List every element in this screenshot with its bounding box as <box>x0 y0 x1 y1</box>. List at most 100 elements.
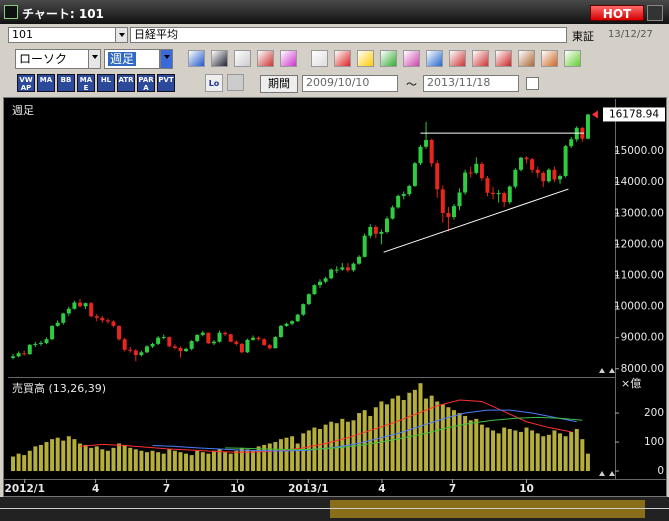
code-dropdown[interactable] <box>115 27 128 43</box>
name-field: 日経平均 <box>130 27 567 43</box>
tool-icon[interactable] <box>380 50 397 67</box>
candle-body <box>401 194 406 196</box>
candle-body <box>50 325 55 340</box>
candle-body <box>396 195 401 208</box>
volume-bar <box>223 452 228 472</box>
x-tick-label: 10 <box>519 483 534 495</box>
volume-bar <box>558 433 563 472</box>
volume-bar <box>580 439 585 472</box>
candle-body <box>485 178 490 193</box>
volume-bar <box>424 398 429 472</box>
volume-bar <box>161 453 166 472</box>
period-dropdown[interactable] <box>160 49 173 69</box>
candle-body <box>22 353 27 355</box>
candle-body <box>122 339 127 350</box>
tool-icon[interactable] <box>211 50 228 67</box>
candle-body <box>284 323 289 326</box>
indicator-button[interactable]: ATR <box>117 74 135 92</box>
tool-icon[interactable] <box>234 50 251 67</box>
volume-bar <box>357 413 362 472</box>
period-select[interactable]: 週足 <box>104 49 160 69</box>
volume-bar <box>457 413 462 472</box>
candle-body <box>273 337 278 349</box>
volume-bar <box>518 431 523 472</box>
volume-bar <box>290 436 295 472</box>
tool-icon[interactable] <box>188 50 205 67</box>
tool-icon[interactable] <box>227 74 244 91</box>
code-input[interactable]: 101 <box>8 27 116 43</box>
tool-icon[interactable] <box>334 50 351 67</box>
tool-icon[interactable] <box>541 50 558 67</box>
candle-body <box>117 325 122 340</box>
from-date[interactable]: 2009/10/10 <box>302 75 398 92</box>
candle-body <box>518 157 523 170</box>
candle-body <box>357 256 362 264</box>
candle-body <box>78 302 83 307</box>
tool-icon[interactable] <box>426 50 443 67</box>
indicator-button[interactable]: BB <box>57 74 75 92</box>
volume-bar <box>446 407 451 472</box>
tool-icon[interactable] <box>449 50 466 67</box>
candle-body <box>502 193 507 203</box>
indicator-button[interactable]: VWAP <box>17 74 35 92</box>
moving-average <box>152 409 577 452</box>
scroll-marker <box>599 368 615 373</box>
volume-bar <box>418 383 423 472</box>
indicator-button[interactable]: HL <box>97 74 115 92</box>
hot-button[interactable]: HOT <box>590 5 644 21</box>
indicator-button[interactable]: PARA <box>137 74 155 92</box>
candle-body <box>585 114 590 139</box>
window-title: チャート: 101 <box>22 7 104 21</box>
log-button[interactable]: Log <box>205 74 223 104</box>
to-date[interactable]: 2013/11/18 <box>423 75 519 92</box>
volume-bar <box>89 447 94 472</box>
tool-icon[interactable] <box>257 50 274 67</box>
volume-bar <box>479 424 484 472</box>
volume-bar <box>133 449 138 472</box>
candle-body <box>407 185 412 195</box>
tool-icon[interactable] <box>280 50 297 67</box>
close-button[interactable] <box>647 5 663 21</box>
tool-icon[interactable] <box>495 50 512 67</box>
checkbox[interactable] <box>526 77 539 90</box>
y-tick-label: 100 <box>644 436 664 448</box>
last-price-label: 16178.94 <box>609 108 659 120</box>
range-button[interactable]: 期間 <box>260 75 298 93</box>
moving-average <box>79 399 572 453</box>
tool-icon[interactable] <box>311 50 328 67</box>
style-dropdown[interactable] <box>88 49 101 69</box>
candle-body <box>245 339 250 353</box>
volume-bar <box>306 430 311 472</box>
volume-bar <box>156 452 161 472</box>
volume-bar <box>318 429 323 472</box>
tool-icon[interactable] <box>472 50 489 67</box>
candle-body <box>156 337 161 344</box>
volume-bar <box>262 444 267 472</box>
candle-body <box>128 349 133 351</box>
volume-bar <box>463 415 468 472</box>
volume-bar <box>429 395 434 472</box>
volume-bar <box>200 452 205 472</box>
indicator-button[interactable]: MA <box>37 74 55 92</box>
indicator-button[interactable]: PVT <box>157 74 175 92</box>
title-bar <box>0 0 669 24</box>
tool-icon[interactable] <box>357 50 374 67</box>
tool-icon[interactable] <box>403 50 420 67</box>
volume-bar <box>440 404 445 472</box>
y-tick-label: 9000.00 <box>621 332 664 344</box>
indicator-buttons: VWAP MA BB MAE HL ATR PARA PVT <box>17 74 197 94</box>
candle-body <box>11 356 16 358</box>
volume-bar <box>117 443 122 472</box>
tool-icon[interactable] <box>564 50 581 67</box>
panel-title: 売買高 (13,26,39) <box>12 381 106 395</box>
y-tick-label: 14000.00 <box>614 176 664 188</box>
volume-bar <box>574 429 579 472</box>
candle-body <box>33 343 38 345</box>
candle-body <box>451 206 456 218</box>
indicator-button[interactable]: MAE <box>77 74 95 92</box>
candle-body <box>267 345 272 349</box>
tool-icon[interactable] <box>518 50 535 67</box>
volume-bar <box>172 450 177 472</box>
last-price-box <box>603 107 665 122</box>
candle-body <box>251 337 256 340</box>
